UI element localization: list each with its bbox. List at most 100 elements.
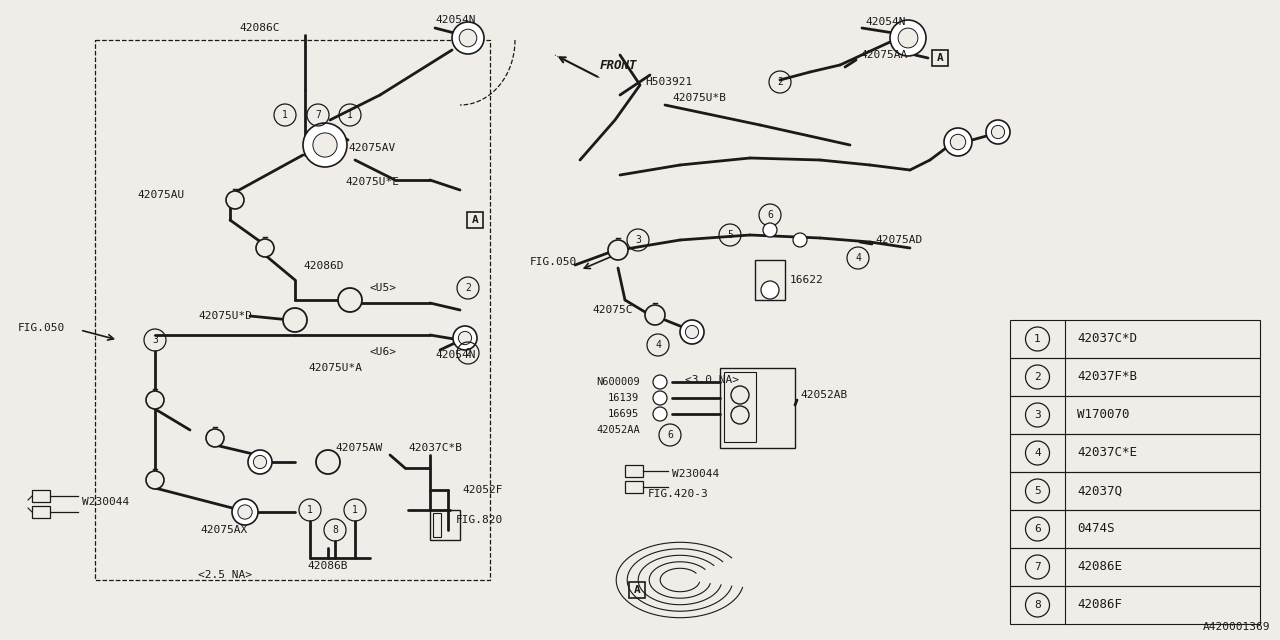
Text: <2.5 NA>: <2.5 NA> (198, 570, 252, 580)
Text: 7: 7 (315, 110, 321, 120)
Text: 42075AX: 42075AX (200, 525, 247, 535)
Circle shape (762, 281, 780, 299)
Text: 2: 2 (465, 348, 471, 358)
Circle shape (653, 407, 667, 421)
Circle shape (685, 325, 699, 339)
Text: 42086D: 42086D (303, 261, 343, 271)
Circle shape (950, 134, 965, 150)
Text: N600009: N600009 (596, 377, 640, 387)
Text: 1: 1 (282, 110, 288, 120)
Text: 42052F: 42052F (462, 485, 503, 495)
Text: 8: 8 (332, 525, 338, 535)
Text: 42075AA: 42075AA (860, 50, 908, 60)
Text: 5: 5 (1034, 486, 1041, 496)
Text: <3.0 NA>: <3.0 NA> (685, 375, 739, 385)
Text: 4: 4 (655, 340, 660, 350)
Bar (932, 50, 948, 66)
Text: 42075U*B: 42075U*B (672, 93, 726, 103)
Text: 7: 7 (1034, 562, 1041, 572)
Circle shape (253, 456, 266, 468)
Text: 42075AV: 42075AV (348, 143, 396, 153)
Circle shape (206, 429, 224, 447)
Text: 42054N: 42054N (435, 350, 475, 360)
Text: H503921: H503921 (645, 77, 692, 87)
Text: A: A (937, 53, 943, 63)
Bar (1010, 358, 1260, 396)
Text: 42086C: 42086C (239, 23, 280, 33)
Circle shape (653, 391, 667, 405)
Bar (1010, 472, 1260, 510)
Bar (467, 212, 483, 228)
Text: 5: 5 (727, 230, 733, 240)
Circle shape (992, 125, 1005, 139)
Text: 42075U*E: 42075U*E (346, 177, 399, 187)
Circle shape (608, 240, 628, 260)
Circle shape (458, 332, 471, 344)
Text: 1: 1 (307, 505, 312, 515)
Circle shape (303, 123, 347, 167)
Text: 42052AB: 42052AB (800, 390, 847, 400)
Bar (32, 506, 50, 518)
Bar (724, 372, 756, 442)
Circle shape (312, 133, 337, 157)
Text: 1: 1 (1034, 334, 1041, 344)
Text: W230044: W230044 (82, 497, 129, 507)
Text: 42037C*D: 42037C*D (1076, 333, 1137, 346)
Text: 6: 6 (1034, 524, 1041, 534)
Circle shape (238, 505, 252, 519)
Circle shape (232, 499, 259, 525)
Bar (719, 368, 795, 448)
Circle shape (248, 450, 273, 474)
Circle shape (899, 28, 918, 48)
Bar (1010, 548, 1260, 586)
Text: <U6>: <U6> (370, 347, 397, 357)
Bar (95, 40, 490, 580)
Bar (1010, 320, 1260, 358)
Bar (755, 260, 785, 300)
Text: 1: 1 (347, 110, 353, 120)
Text: A: A (634, 585, 640, 595)
Bar (1010, 510, 1260, 548)
Bar (628, 582, 645, 598)
Text: 42075AD: 42075AD (876, 235, 923, 245)
Circle shape (731, 386, 749, 404)
Bar (1010, 586, 1260, 624)
Text: 42075U*D: 42075U*D (198, 311, 252, 321)
Text: 6: 6 (767, 210, 773, 220)
Text: 16622: 16622 (790, 275, 824, 285)
Text: 42075C: 42075C (591, 305, 632, 315)
Text: <U5>: <U5> (370, 283, 397, 293)
Circle shape (316, 450, 340, 474)
Text: FIG.820: FIG.820 (456, 515, 503, 525)
Text: 3: 3 (635, 235, 641, 245)
Text: FIG.050: FIG.050 (530, 257, 577, 267)
Circle shape (256, 239, 274, 257)
Text: 42037F*B: 42037F*B (1076, 371, 1137, 383)
Text: A420001369: A420001369 (1202, 622, 1270, 632)
Circle shape (986, 120, 1010, 144)
Text: FIG.420-3: FIG.420-3 (648, 489, 709, 499)
Bar (430, 510, 460, 540)
Circle shape (645, 305, 666, 325)
Text: 42037C*B: 42037C*B (408, 443, 462, 453)
Text: 42037C*E: 42037C*E (1076, 447, 1137, 460)
Text: 2: 2 (777, 77, 783, 87)
Circle shape (452, 22, 484, 54)
Text: 42086B: 42086B (307, 561, 348, 571)
Text: 42075U*A: 42075U*A (308, 363, 362, 373)
Text: FIG.050: FIG.050 (18, 323, 65, 333)
Bar (433, 513, 442, 537)
Text: A: A (471, 215, 479, 225)
Circle shape (283, 308, 307, 332)
Text: 42086F: 42086F (1076, 598, 1123, 611)
Text: 4: 4 (855, 253, 861, 263)
Bar (1010, 396, 1260, 434)
Text: 42054N: 42054N (435, 15, 475, 25)
Text: 2: 2 (1034, 372, 1041, 382)
Text: 3: 3 (1034, 410, 1041, 420)
Circle shape (794, 233, 806, 247)
Text: 42052AA: 42052AA (596, 425, 640, 435)
Bar (625, 481, 643, 493)
Text: 42086E: 42086E (1076, 561, 1123, 573)
Text: 42054N: 42054N (865, 17, 905, 27)
